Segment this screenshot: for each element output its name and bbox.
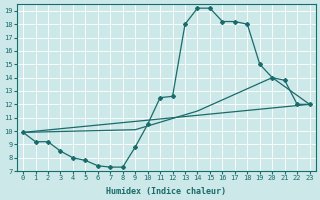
X-axis label: Humidex (Indice chaleur): Humidex (Indice chaleur) <box>106 187 226 196</box>
